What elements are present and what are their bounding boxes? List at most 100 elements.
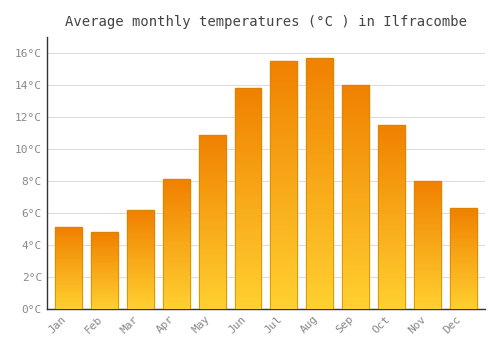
Bar <box>198 138 226 141</box>
Bar <box>342 228 369 233</box>
Bar <box>234 176 262 181</box>
Bar <box>55 252 82 253</box>
Bar <box>162 236 190 239</box>
Bar <box>162 286 190 288</box>
Bar <box>234 146 262 150</box>
Bar <box>91 286 118 287</box>
Bar <box>198 215 226 218</box>
Bar <box>198 162 226 166</box>
Bar <box>198 284 226 288</box>
Bar <box>414 250 441 252</box>
Bar <box>306 58 334 63</box>
Bar <box>342 148 369 152</box>
Bar <box>342 139 369 143</box>
Bar <box>306 193 334 198</box>
Bar <box>55 248 82 250</box>
Bar <box>450 268 477 271</box>
Bar <box>127 303 154 305</box>
Bar <box>127 255 154 257</box>
Bar <box>306 138 334 143</box>
Bar <box>162 249 190 252</box>
Bar <box>306 158 334 163</box>
Bar <box>306 78 334 83</box>
Bar <box>91 266 118 267</box>
Bar <box>55 261 82 263</box>
Bar <box>198 291 226 295</box>
Bar <box>91 272 118 273</box>
Bar <box>162 270 190 273</box>
Bar <box>55 255 82 257</box>
Bar <box>127 257 154 259</box>
Bar <box>378 276 405 279</box>
Bar <box>378 140 405 144</box>
Bar <box>162 280 190 283</box>
Bar <box>162 231 190 234</box>
Bar <box>306 153 334 158</box>
Bar <box>306 103 334 108</box>
Bar <box>306 208 334 214</box>
Bar <box>270 86 297 91</box>
Bar <box>55 288 82 289</box>
Bar <box>378 180 405 184</box>
Bar <box>306 279 334 284</box>
Bar <box>55 307 82 309</box>
Bar <box>198 152 226 155</box>
Bar <box>414 245 441 247</box>
Bar <box>198 169 226 173</box>
Bar <box>234 119 262 124</box>
Bar <box>234 102 262 106</box>
Bar <box>234 185 262 190</box>
Bar <box>162 218 190 221</box>
Bar <box>91 233 118 235</box>
Bar <box>91 264 118 266</box>
Bar <box>55 298 82 299</box>
Bar <box>162 216 190 218</box>
Bar <box>127 239 154 241</box>
Bar <box>414 260 441 263</box>
Bar <box>234 137 262 141</box>
Bar <box>342 291 369 295</box>
Bar <box>162 221 190 223</box>
Bar <box>306 244 334 248</box>
Bar <box>91 249 118 251</box>
Bar <box>450 244 477 246</box>
Bar <box>450 262 477 265</box>
Bar <box>91 238 118 240</box>
Bar <box>270 175 297 180</box>
Bar <box>342 170 369 175</box>
Bar <box>450 224 477 226</box>
Bar <box>378 268 405 272</box>
Bar <box>306 188 334 193</box>
Bar <box>414 209 441 212</box>
Bar <box>234 251 262 256</box>
Bar <box>414 271 441 273</box>
Bar <box>342 107 369 112</box>
Bar <box>234 194 262 198</box>
Bar <box>55 258 82 260</box>
Bar <box>342 210 369 215</box>
Bar <box>378 132 405 136</box>
Bar <box>234 229 262 234</box>
Bar <box>450 228 477 230</box>
Bar <box>306 284 334 289</box>
Bar <box>450 238 477 240</box>
Bar <box>234 238 262 243</box>
Bar <box>55 286 82 288</box>
Bar <box>450 289 477 290</box>
Bar <box>450 258 477 260</box>
Bar <box>414 212 441 214</box>
Bar <box>414 281 441 283</box>
Bar <box>55 227 82 229</box>
Bar <box>234 124 262 128</box>
Bar <box>270 101 297 106</box>
Bar <box>378 125 405 129</box>
Bar <box>306 238 334 244</box>
Bar <box>91 244 118 246</box>
Bar <box>127 279 154 281</box>
Bar <box>378 279 405 283</box>
Bar <box>414 273 441 275</box>
Bar <box>270 200 297 205</box>
Bar <box>127 243 154 245</box>
Bar <box>55 242 82 244</box>
Bar <box>91 255 118 257</box>
